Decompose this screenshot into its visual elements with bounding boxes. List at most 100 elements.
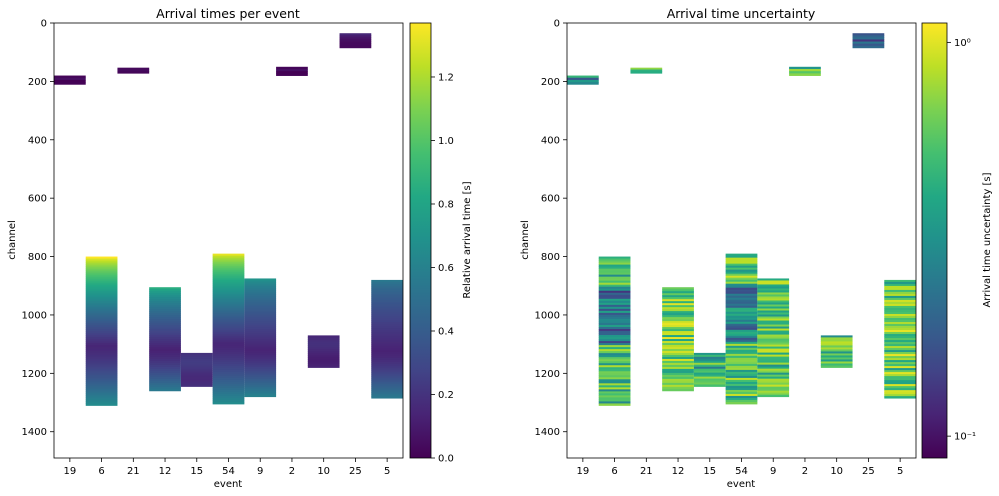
heatmap-cell <box>884 297 916 301</box>
heatmap-cell <box>371 336 403 339</box>
heatmap-cell <box>725 257 758 261</box>
heatmap-cell <box>180 376 213 379</box>
heatmap-cell <box>662 301 694 304</box>
heatmap-cell <box>85 316 118 320</box>
heatmap-cell <box>149 370 181 374</box>
heatmap-block-10 <box>820 335 853 368</box>
heatmap-cell <box>725 273 758 277</box>
heatmap-cell <box>598 266 631 270</box>
heatmap-cell <box>85 395 118 398</box>
heatmap-cell <box>598 288 631 292</box>
heatmap-cell <box>212 265 245 269</box>
heatmap-cell <box>884 309 916 313</box>
heatmap-cell <box>212 313 245 317</box>
heatmap-cell <box>567 75 599 79</box>
heatmap-cell <box>85 361 118 364</box>
heatmap-cell <box>725 343 758 347</box>
heatmap-cell <box>212 329 245 333</box>
heatmap-cell <box>662 380 694 384</box>
heatmap-cell <box>149 297 181 300</box>
heatmap-cell <box>598 318 631 322</box>
heatmap-cell <box>662 350 694 354</box>
heatmap-cell <box>662 317 694 320</box>
heatmap-cell <box>212 385 245 389</box>
heatmap-cell <box>662 376 694 380</box>
heatmap-cell <box>307 363 340 366</box>
heatmap-cell <box>371 289 403 293</box>
heatmap-cell <box>244 330 277 333</box>
heatmap-cell <box>725 303 758 307</box>
heatmap-cell <box>598 337 631 340</box>
heatmap-cell <box>884 396 916 399</box>
heatmap-block-10 <box>307 335 340 368</box>
heatmap-cell <box>757 318 790 321</box>
heatmap-cell <box>212 305 245 309</box>
heatmap-cell <box>85 399 118 402</box>
heatmap-cell <box>212 321 245 325</box>
heatmap-cell <box>693 356 726 360</box>
heatmap-cell <box>757 324 790 327</box>
heatmap-cell <box>757 332 790 335</box>
heatmap-cell <box>212 327 245 331</box>
heatmap-cell <box>757 280 790 283</box>
heatmap-cell <box>149 323 181 326</box>
heatmap-cell <box>244 294 277 297</box>
heatmap-cell <box>598 320 631 324</box>
heatmap-cell <box>693 372 726 376</box>
heatmap-cell <box>725 355 758 359</box>
heatmap-cell <box>244 388 277 392</box>
heatmap-cell <box>598 308 631 312</box>
heatmap-cell <box>884 382 916 385</box>
x-tick-label: 19 <box>576 466 589 477</box>
heatmap-cell <box>598 387 631 390</box>
heatmap-cell <box>212 297 245 301</box>
heatmap-cell <box>852 45 885 49</box>
heatmap-cell <box>85 324 118 328</box>
heatmap-cell <box>371 386 403 389</box>
heatmap-cell <box>371 384 403 387</box>
heatmap-cell <box>244 292 277 295</box>
heatmap-cell <box>149 348 181 352</box>
y-tick-label: 1200 <box>535 369 560 380</box>
heatmap-cell <box>149 309 181 312</box>
heatmap-cell <box>307 355 340 358</box>
heatmap-cell <box>598 375 631 378</box>
heatmap-cell <box>149 352 181 356</box>
x-tick-label: 25 <box>349 466 362 477</box>
heatmap-cell <box>662 366 694 370</box>
heatmap-cell <box>244 312 277 315</box>
heatmap-cell <box>85 371 118 374</box>
heatmap-cell <box>598 393 631 396</box>
heatmap-cell <box>820 343 853 346</box>
heatmap-cell <box>85 282 118 286</box>
heatmap-cell <box>212 295 245 299</box>
heatmap-cell <box>884 334 916 337</box>
heatmap-cell <box>884 279 916 283</box>
heatmap-cell <box>85 343 118 346</box>
heatmap-cell <box>85 393 118 396</box>
heatmap-cell <box>757 330 790 333</box>
heatmap-cell <box>693 374 726 377</box>
heatmap-cell <box>820 365 853 368</box>
heatmap-cell <box>307 357 340 360</box>
y-tick-label: 1000 <box>535 310 560 321</box>
heatmap-cell <box>149 368 181 372</box>
heatmap-cell <box>180 352 213 356</box>
heatmap-cell <box>244 326 277 329</box>
heatmap-cell <box>757 302 790 305</box>
heatmap-cell <box>180 378 213 381</box>
heatmap-cell <box>244 382 277 386</box>
heatmap-cell <box>149 325 181 328</box>
heatmap-cell <box>598 403 631 406</box>
heatmap-cell <box>371 382 403 385</box>
heatmap-cell <box>884 358 916 361</box>
x-tick-label: 2 <box>802 466 808 477</box>
heatmap-cell <box>85 397 118 400</box>
heatmap-cell <box>371 358 403 361</box>
heatmap-cell <box>884 348 916 351</box>
heatmap-cell <box>725 371 758 375</box>
heatmap-cell <box>180 384 213 387</box>
heatmap-cell <box>852 35 885 38</box>
heatmap-cell <box>371 348 403 351</box>
heatmap-cell <box>339 43 372 47</box>
